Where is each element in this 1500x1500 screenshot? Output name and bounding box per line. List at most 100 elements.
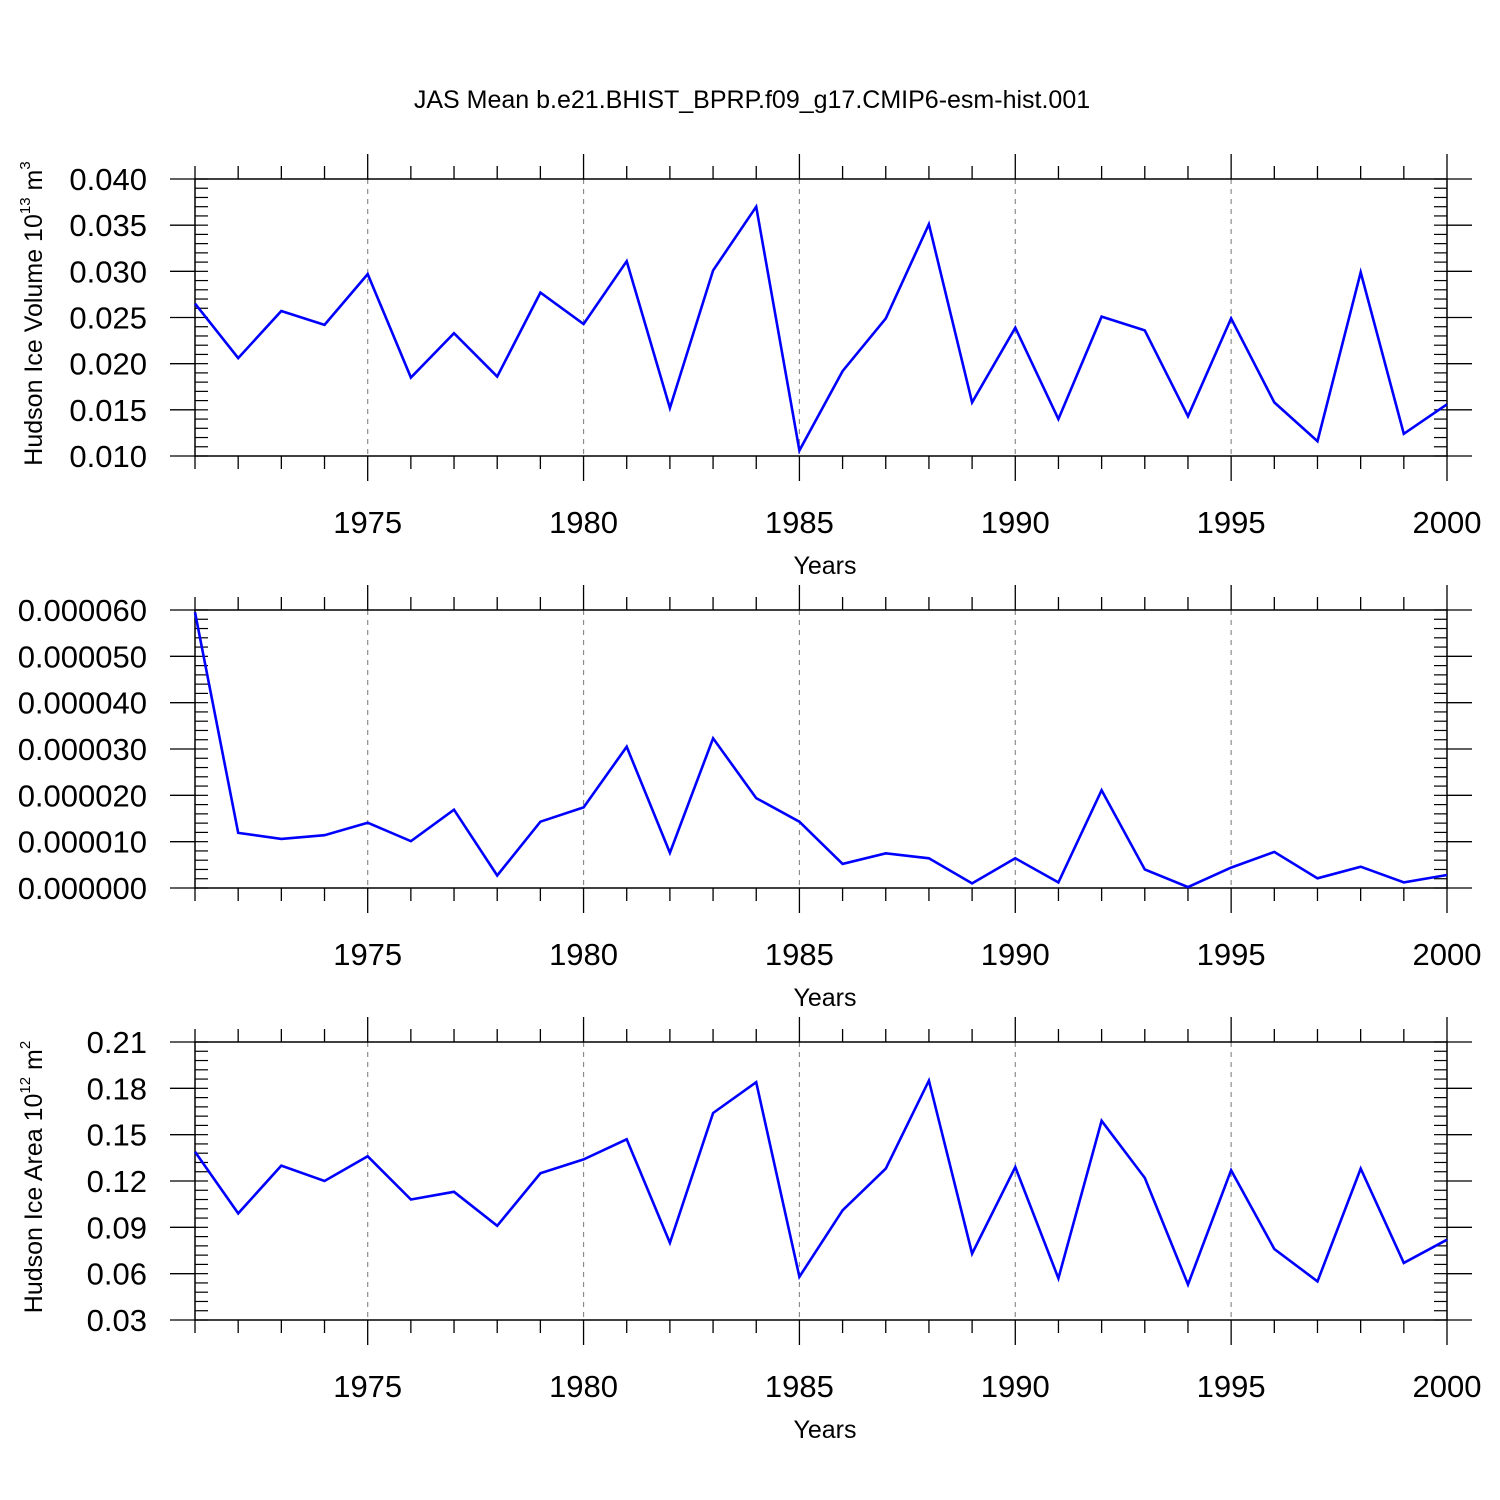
data-point [1315,439,1319,443]
y-axis-label-text: Hudson Ice Area 10 [20,1094,48,1314]
y-tick-label: 0.000000 [18,871,147,906]
data-point [1056,880,1060,884]
y-axis-label-sup: 13 [17,197,34,214]
data-point [409,1197,413,1201]
plot-frame [194,178,1448,457]
data-point [884,851,888,855]
data-point [1229,865,1233,869]
data-point [1445,402,1449,406]
data-point [581,805,585,809]
y-tick-label: 0.025 [69,301,147,336]
data-point [1143,328,1147,332]
data-point [409,839,413,843]
data-point [840,862,844,866]
data-point [1013,1165,1017,1169]
y-tick-label: 0.010 [69,439,147,474]
data-point [1445,1237,1449,1241]
data-point [970,881,974,885]
x-axis-label: Years [793,552,856,580]
data-point [797,820,801,824]
data-point [625,259,629,263]
data-point [840,1208,844,1212]
data-point [927,222,931,226]
data-point [581,1157,585,1161]
data-point [538,1171,542,1175]
data-point [1056,1276,1060,1280]
series-line [193,203,1448,455]
y-tick-label: 0.03 [87,1303,147,1338]
y-tick-label: 0.18 [87,1071,147,1106]
data-point [365,1154,369,1158]
x-tick-label: 1995 [1197,505,1266,540]
y-tick-label: 0.12 [87,1164,147,1199]
data-point [452,331,456,335]
data-point [1099,1119,1103,1123]
y-tick-label: 0.015 [69,393,147,428]
data-point [1358,270,1362,274]
y-tick-label: 0.000060 [18,593,147,628]
data-point [1315,1279,1319,1283]
data-point [754,796,758,800]
data-point [754,1080,758,1084]
data-point [840,369,844,373]
data-point [711,736,715,740]
data-point [581,322,585,326]
data-point [1272,400,1276,404]
data-point [538,820,542,824]
data-point [495,1224,499,1228]
series-0 [193,1076,1449,1289]
series-line [193,612,1448,889]
data-point [1402,880,1406,884]
x-tick-label: 1975 [333,937,402,972]
y-axis-label: Hudson Ice Volume 1013 m3 [17,161,48,465]
x-tick-label: 1985 [765,937,834,972]
data-point [1099,788,1103,792]
data-point [1186,1282,1190,1286]
data-point [1143,867,1147,871]
data-point [884,316,888,320]
panels-container: 1975 1980 1985 1990 1995 2000 0.010 0.015 0.020 0… [17,154,1481,1444]
y-axis-label-sup: 12 [17,1077,34,1094]
data-point [1099,314,1103,318]
y-axis-label-unit: m [20,1049,48,1077]
x-axis-label: Years [793,1416,856,1444]
x-tick-label: 1985 [765,1369,834,1404]
data-point [711,268,715,272]
y-tick-label: 0.000030 [18,732,147,767]
y-tick-label: 0.030 [69,254,147,289]
data-point [279,309,283,313]
data-point [625,744,629,748]
data-point [322,323,326,327]
y-tick-label: 0.000010 [18,825,147,860]
chart-title: JAS Mean b.e21.BHIST_BPRP.f09_g17.CMIP6-… [414,86,1090,114]
data-point [927,856,931,860]
data-point [1186,414,1190,418]
y-tick-label: 0.035 [69,208,147,243]
data-point [754,205,758,209]
data-point [193,1149,197,1153]
data-point [322,833,326,837]
data-point [884,1166,888,1170]
y-tick-label: 0.000020 [18,778,147,813]
data-point [193,610,197,614]
data-point [1315,876,1319,880]
y-tick-label: 0.020 [69,347,147,382]
x-tick-label: 1990 [981,505,1050,540]
x-tick-label: 1995 [1197,1369,1266,1404]
data-point [1013,856,1017,860]
y-tick-label: 0.09 [87,1210,147,1245]
panel-area: 1975 1980 1985 1990 1995 2000 0.03 0.06 0.09 0.12… [17,1017,1481,1444]
data-point [1143,1176,1147,1180]
data-point [452,807,456,811]
data-point [365,820,369,824]
y-axis-label-unit: m [20,170,48,198]
x-tick-label: 1980 [549,1369,618,1404]
plot-frame [194,609,1448,889]
data-point [1272,850,1276,854]
data-point [1229,316,1233,320]
data-point [279,1163,283,1167]
data-point [409,375,413,379]
x-tick-label: 1980 [549,505,618,540]
x-tick-label: 1985 [765,505,834,540]
